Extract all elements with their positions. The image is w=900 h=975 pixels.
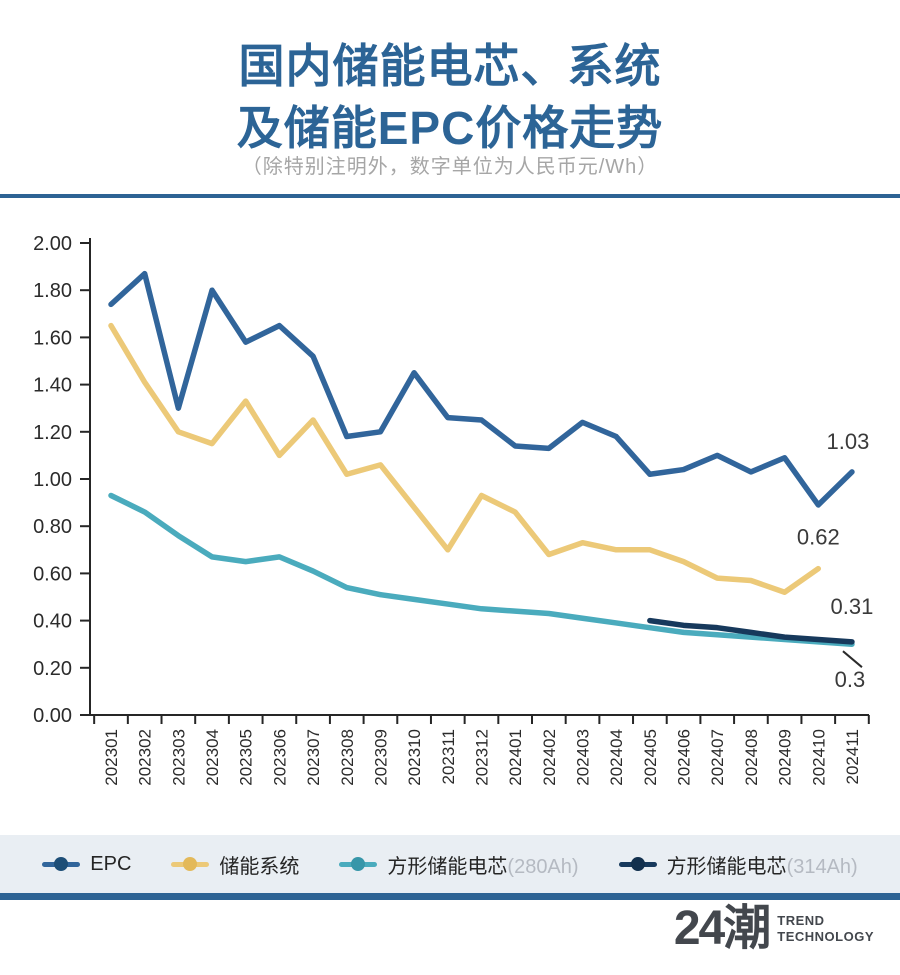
y-tick-label: 1.80 xyxy=(33,280,72,302)
page-subtitle: （除特别注明外，数字单位为人民币元/Wh） xyxy=(241,156,659,178)
storage-system-line xyxy=(108,322,822,596)
x-tick-label: 202306 xyxy=(270,729,289,786)
x-tick-label: 202311 xyxy=(439,729,458,784)
price-trend-chart: 0.00 0.20 0.40 0.60 0.80 1.00 1.20 1.40 1.60 1.80… xyxy=(33,233,874,786)
x-tick-label: 202309 xyxy=(371,729,390,786)
cell-280ah-value-label: 0.3 xyxy=(835,667,866,692)
brand-tagline: TREND TECHNOLOGY xyxy=(777,912,874,944)
legend-item-epc: EPC xyxy=(42,853,131,876)
cell-314ah-value-label: 0.31 xyxy=(831,594,874,619)
legend-marker-cell-280ah xyxy=(339,857,378,871)
y-tick-label: 1.20 xyxy=(33,422,72,444)
legend-marker-epc xyxy=(42,857,81,871)
top-divider xyxy=(0,194,900,198)
y-tick-label: 0.00 xyxy=(33,705,72,727)
y-tick-label: 0.80 xyxy=(33,516,72,538)
legend-item-cell-280ah: 方形储能电芯(280Ah) xyxy=(339,850,579,879)
x-tick-label: 202404 xyxy=(607,729,626,786)
x-tick-label: 202401 xyxy=(506,729,525,786)
x-tick-label: 202305 xyxy=(237,729,256,786)
chart-legend: EPC 储能系统 方形储能电芯(280Ah) 方形储能电芯(314Ah) xyxy=(0,835,900,893)
y-tick-label: 1.00 xyxy=(33,469,72,491)
x-tick-label: 202406 xyxy=(675,729,694,786)
epc-value-label: 1.03 xyxy=(827,429,870,454)
y-tick-label: 0.40 xyxy=(33,611,72,633)
x-tick-label: 202303 xyxy=(169,729,188,786)
cell-314ah-line xyxy=(647,617,855,645)
bottom-divider xyxy=(0,893,900,900)
y-tick-label: 1.40 xyxy=(33,375,72,397)
legend-label-epc: EPC xyxy=(90,852,132,875)
x-tick-label: 202301 xyxy=(102,729,121,786)
epc-line xyxy=(108,270,855,508)
x-tick-label: 202402 xyxy=(540,729,559,786)
x-tick-label: 202312 xyxy=(472,729,491,786)
x-tick-label: 202411 xyxy=(843,729,862,784)
y-tick-label: 0.60 xyxy=(33,563,72,585)
legend-marker-cell-314ah xyxy=(618,857,657,871)
x-tick-label: 202405 xyxy=(641,729,660,786)
y-tick-label: 1.60 xyxy=(33,327,72,349)
storage-system-value-label: 0.62 xyxy=(797,525,840,550)
x-tick-label: 202302 xyxy=(136,729,155,786)
cell-280ah-line xyxy=(108,492,855,647)
page-title-line2: 及储能EPC价格走势 xyxy=(236,102,664,154)
x-tick-label: 202409 xyxy=(776,729,795,786)
cell-280ah-leader-line xyxy=(842,650,863,668)
x-tick-label: 202403 xyxy=(574,729,593,786)
x-tick-label: 202304 xyxy=(203,729,222,786)
y-tick-label: 2.00 xyxy=(33,233,72,255)
legend-item-cell-314ah: 方形储能电芯(314Ah) xyxy=(618,850,858,879)
brand-logo: 24潮 TREND TECHNOLOGY xyxy=(674,905,874,953)
brand-logo-text: 24潮 xyxy=(673,902,771,955)
y-tick-label: 0.20 xyxy=(33,658,72,680)
legend-marker-storage-system xyxy=(171,857,210,871)
legend-label-cell-280ah: 方形储能电芯(280Ah) xyxy=(387,855,579,878)
legend-item-storage-system: 储能系统 xyxy=(171,850,299,879)
x-tick-label: 202308 xyxy=(338,729,357,786)
x-tick-label: 202407 xyxy=(708,729,727,786)
legend-label-cell-314ah: 方形储能电芯(314Ah) xyxy=(666,855,858,878)
x-tick-label: 202410 xyxy=(809,729,828,786)
legend-label-storage-system: 储能系统 xyxy=(219,855,300,878)
x-tick-label: 202310 xyxy=(405,729,424,786)
x-tick-label: 202408 xyxy=(742,729,761,786)
page-title-line1: 国内储能电芯、系统 xyxy=(238,40,662,92)
x-tick-label: 202307 xyxy=(304,729,323,786)
